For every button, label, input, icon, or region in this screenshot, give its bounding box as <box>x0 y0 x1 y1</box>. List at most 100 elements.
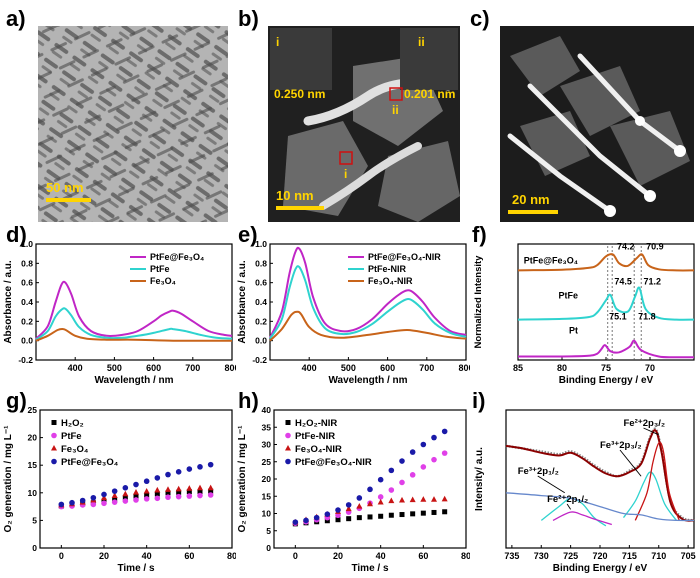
data-point-0 <box>122 495 128 501</box>
legend-entry: Fe₃O₄-NIR <box>368 276 413 286</box>
y-tick-label: 0.2 <box>21 316 33 326</box>
data-point-0 <box>208 488 214 494</box>
data-point-0 <box>133 493 139 499</box>
legend-entry: PtFe@Fe₃O₄-NIR <box>368 252 441 262</box>
series-name-label: Pt <box>569 326 578 336</box>
legend-entry: PtFe-NIR <box>368 264 407 274</box>
data-point-1 <box>409 472 416 478</box>
legend-entry: PtFe-NIR <box>295 431 335 442</box>
peak-label: 74.2 <box>617 241 635 251</box>
roi-label-ii: ii <box>392 103 399 117</box>
panel-b-label: b) <box>238 6 259 31</box>
legend-entry: PtFe <box>150 264 170 274</box>
series-line-0 <box>269 246 467 339</box>
data-point-0 <box>165 490 171 496</box>
series-line-1 <box>505 429 695 522</box>
x-tick-label: 20 <box>333 551 343 561</box>
data-point-0 <box>197 489 203 495</box>
legend-marker <box>285 458 291 465</box>
panel-f-label: f) <box>472 222 487 247</box>
y-tick-label: 0.0 <box>255 336 267 346</box>
data-point-2 <box>207 484 214 491</box>
x-tick-label: 20 <box>99 551 109 561</box>
nanorod-texture: 50 nm <box>38 26 228 222</box>
data-point-2 <box>441 495 448 502</box>
legend-entry: PtFe <box>61 431 82 442</box>
lattice-spacing-ii: 0.201 nm <box>404 87 455 101</box>
data-point-0 <box>420 510 426 516</box>
x-tick-label: 730 <box>534 551 549 561</box>
x-tick-label: 600 <box>146 363 161 373</box>
data-point-2 <box>420 496 427 502</box>
x-tick-label: 735 <box>504 551 519 561</box>
data-point-3 <box>356 495 363 501</box>
data-point-2 <box>133 489 139 495</box>
haadf-image-panel-b: i ii 0.250 nm 0.201 nm ii i 10 nm <box>268 26 460 222</box>
series-name-label: PtFe@Fe₃O₄ <box>524 255 578 265</box>
y-tick-label: 0 <box>32 543 37 553</box>
x-tick-label: 720 <box>592 551 607 561</box>
haadf-image-panel-c: 20 nm <box>500 26 694 222</box>
series-line-6 <box>505 492 695 522</box>
scale-bar <box>276 206 324 210</box>
data-point-3 <box>377 476 384 483</box>
series-line-1 <box>269 265 467 340</box>
data-point-3 <box>133 481 139 488</box>
data-point-2 <box>377 498 384 505</box>
inset-ii-label: ii <box>418 35 425 49</box>
data-point-1 <box>143 496 150 502</box>
y-axis-label: Absorbance / a.u. <box>237 260 248 344</box>
data-point-1 <box>165 494 171 501</box>
peak-annotation: Fe²⁺2p₁/₂ <box>547 494 588 505</box>
legend-marker <box>51 432 57 439</box>
y-tick-label: 0.4 <box>21 297 33 307</box>
y-tick-label: 5 <box>266 526 271 536</box>
series-line-3 <box>552 511 612 526</box>
y-axis-label: Intensity/ a.u. <box>474 447 485 511</box>
x-tick-label: 85 <box>513 363 523 373</box>
peak-label: 75.1 <box>609 312 627 322</box>
data-point-2 <box>197 484 203 491</box>
x-axis-label: Wavelength / nm <box>328 375 407 386</box>
data-point-3 <box>58 501 65 508</box>
data-point-3 <box>409 449 416 455</box>
y-tick-label: 30 <box>262 440 272 450</box>
x-tick-label: 70 <box>645 363 655 373</box>
y-tick-label: 0.6 <box>255 278 267 288</box>
x-tick-label: 800 <box>458 363 470 373</box>
y-axis-label: Absorbance / a.u. <box>3 260 14 344</box>
chart-e-absorbance-nir: 400 500 600 700 800 -0.2 0.0 0.2 0.4 0.6 0.8 1.0 Wav… <box>237 239 470 386</box>
data-point-2 <box>175 485 182 492</box>
data-point-3 <box>324 511 331 517</box>
series-line-0 <box>505 427 695 522</box>
data-point-2 <box>154 486 161 493</box>
data-point-0 <box>335 517 341 523</box>
data-point-3 <box>154 475 161 481</box>
data-point-1 <box>133 497 139 503</box>
y-tick-label: 0.8 <box>21 258 33 268</box>
legend-entry: Fe₃O₄ <box>150 276 176 286</box>
y-tick-label: 1.0 <box>21 239 33 249</box>
peak-annotation: Fe³⁺2p₃/₂ <box>600 440 642 451</box>
annotation-arrow <box>619 449 642 477</box>
y-tick-label: 35 <box>262 422 272 432</box>
y-tick-label: 0.0 <box>21 336 33 346</box>
scale-bar-label: 10 nm <box>276 188 314 203</box>
y-tick-label: 10 <box>28 488 38 498</box>
series-line-1 <box>35 307 233 341</box>
panel-i-label: i) <box>472 388 486 413</box>
peak-annotation: Fe³⁺2p₁/₂ <box>518 466 559 477</box>
legend-marker <box>285 445 291 451</box>
data-point-1 <box>101 500 107 507</box>
y-axis-label: O₂ generation / mg L⁻¹ <box>3 425 14 533</box>
data-point-0 <box>144 492 150 498</box>
roi-label-i: i <box>344 167 347 181</box>
x-tick-label: 40 <box>142 551 152 561</box>
data-point-3 <box>207 461 214 468</box>
data-point-2 <box>101 494 107 501</box>
annotation-arrow <box>537 475 565 494</box>
annotation-arrow <box>643 427 659 436</box>
legend-entry: H₂O₂ <box>61 418 84 429</box>
y-tick-label: 5 <box>32 515 37 525</box>
x-tick-label: 0 <box>293 551 298 561</box>
